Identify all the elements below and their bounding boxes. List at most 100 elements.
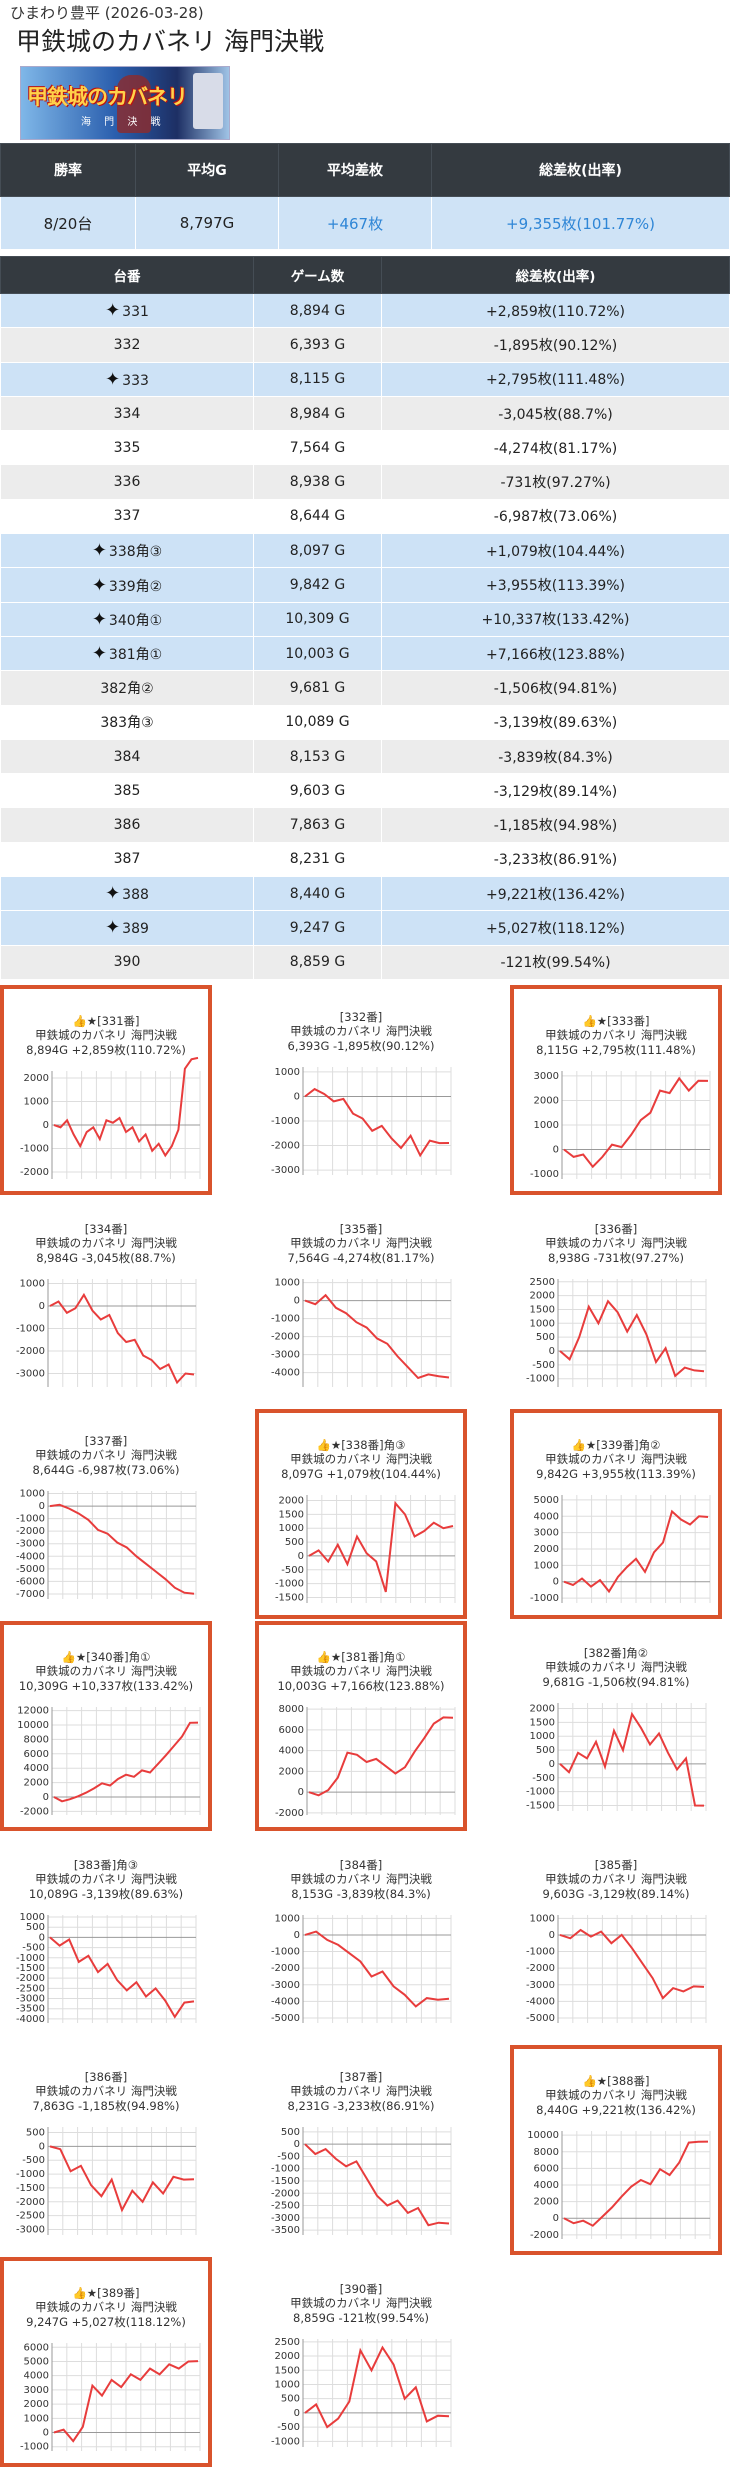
table-row: 383角③ 10,089 G -3,139枚(89.63%) — [0, 704, 730, 740]
unit-graph-card[interactable]: 👍★[389番] 甲鉄城のカバネリ 海門決戦 9,247G +5,027枚(118.… — [0, 2257, 212, 2467]
unit-number-cell: 337 — [0, 498, 254, 535]
y-tick-label: -3000 — [271, 2213, 300, 2224]
slump-graph: 1000 0 -1000 -2000 -3000 — [271, 1067, 452, 1176]
series-line — [49, 2145, 195, 2213]
summary-winrate: 8/20台 — [0, 196, 136, 250]
y-tick-label: 3000 — [534, 1071, 559, 1082]
graph-stats: 8,859G -121枚(99.54%) — [293, 2311, 429, 2325]
graph-machine-name: 甲鉄城のカバネリ 海門決戦 — [35, 2084, 177, 2098]
unit-diff-cell: -1,895枚(90.12%) — [381, 327, 730, 363]
graph-stats: 6,393G -1,895枚(90.12%) — [287, 1039, 435, 1053]
units-header-number: 台番 — [0, 256, 254, 294]
table-row: ✦ 333 8,115 G +2,795枚(111.48%) — [0, 361, 730, 397]
unit-diff-cell: -3,129枚(89.14%) — [381, 773, 730, 809]
graph-unit-label: [337番] — [84, 1434, 128, 1448]
y-tick-label: 0 — [294, 1091, 300, 1102]
unit-graph-card[interactable]: 👍★[381番]角① 甲鉄城のカバネリ 海門決戦 10,003G +7,166枚(1… — [255, 1621, 467, 1831]
graph-stats: 10,003G +7,166枚(123.88%) — [277, 1679, 445, 1693]
unit-number-cell: 332 — [0, 327, 254, 363]
y-tick-label: -500 — [277, 2422, 300, 2433]
unit-graph-card[interactable]: [384番] 甲鉄城のカバネリ 海門決戦 8,153G -3,839枚(84.3%)… — [255, 1833, 467, 2043]
unit-diff-cell: +5,027枚(118.12%) — [381, 910, 730, 946]
graph-machine-name: 甲鉄城のカバネリ 海門決戦 — [290, 1024, 432, 1038]
y-tick-label: 500 — [26, 1922, 45, 1933]
y-tick-label: -7000 — [16, 1589, 45, 1600]
series-line — [304, 1087, 450, 1158]
graph-stats: 10,089G -3,139枚(89.63%) — [28, 1887, 184, 1901]
y-tick-label: 500 — [536, 1332, 555, 1343]
unit-games-cell: 10,089 G — [253, 704, 382, 740]
unit-graph-card[interactable]: [383番]角③ 甲鉄城のカバネリ 海門決戦 10,089G -3,139枚(89.… — [0, 1833, 212, 2043]
unit-diff-cell: -3,139枚(89.63%) — [381, 704, 730, 740]
graph-machine-name: 甲鉄城のカバネリ 海門決戦 — [35, 1236, 177, 1250]
unit-graph-card[interactable]: [387番] 甲鉄城のカバネリ 海門決戦 8,231G -3,233枚(86.91%… — [255, 2045, 467, 2255]
unit-number-cell: ✦ 338角③ — [0, 533, 254, 569]
y-tick-label: -5000 — [16, 1564, 45, 1575]
unit-graph-card[interactable]: 👍★[333番] 甲鉄城のカバネリ 海門決戦 8,115G +2,795枚(111.… — [510, 985, 722, 1195]
summary-table: 勝率 平均G 平均差枚 総差枚(出率) 8/20台 8,797G +467枚 +… — [0, 143, 730, 250]
unit-graph-card[interactable]: [334番] 甲鉄城のカバネリ 海門決戦 8,984G -3,045枚(88.7%)… — [0, 1197, 212, 1407]
y-tick-label: -500 — [532, 1360, 555, 1371]
unit-graph-card[interactable]: 👍★[331番] 甲鉄城のカバネリ 海門決戦 8,894G +2,859枚(110.… — [0, 985, 212, 1195]
y-tick-label: 0 — [549, 1759, 555, 1770]
unit-diff-cell: -3,233枚(86.91%) — [381, 841, 730, 878]
machine-banner-image: 甲鉄城のカバネリ 海 門 決 戦 — [20, 66, 230, 140]
y-tick-label: 2000 — [275, 2351, 300, 2362]
y-tick-label: 1500 — [530, 1717, 555, 1728]
y-tick-label: 2000 — [530, 1704, 555, 1715]
unit-games-cell: 8,938 G — [253, 464, 382, 500]
table-row: 337 8,644 G -6,987枚(73.06%) — [0, 498, 730, 535]
y-tick-label: 2500 — [530, 1277, 555, 1288]
y-tick-label: -1000 — [275, 1579, 304, 1590]
unit-graph-card[interactable]: [332番] 甲鉄城のカバネリ 海門決戦 6,393G -1,895枚(90.12%… — [255, 985, 467, 1195]
unit-graph-card[interactable]: [382番]角② 甲鉄城のカバネリ 海門決戦 9,681G -1,506枚(94.8… — [510, 1621, 722, 1831]
y-tick-label: 0 — [549, 1930, 555, 1941]
graph-unit-label: 👍★[388番] — [582, 2074, 650, 2088]
summary-total-diff: +9,355枚(101.77%) — [431, 196, 730, 250]
unit-graph-card[interactable]: 👍★[340番]角① 甲鉄城のカバネリ 海門決戦 10,309G +10,337枚(… — [0, 1621, 212, 1831]
y-tick-label: -3000 — [16, 1539, 45, 1550]
unit-graph-card[interactable]: [336番] 甲鉄城のカバネリ 海門決戦 8,938G -731枚(97.27%) 2… — [510, 1197, 722, 1407]
y-tick-label: -1000 — [16, 1324, 45, 1335]
unit-diff-cell: +1,079枚(104.44%) — [381, 533, 730, 569]
y-tick-label: -1000 — [16, 2169, 45, 2180]
slump-graph: 12000 10000 8000 6000 4000 2000 0 -2000 — [17, 1706, 201, 1817]
unit-graph-card[interactable]: 👍★[388番] 甲鉄城のカバネリ 海門決戦 8,440G +9,221枚(136.… — [510, 2045, 722, 2255]
unit-graph-card[interactable]: [335番] 甲鉄城のカバネリ 海門決戦 7,564G -4,274枚(81.17%… — [255, 1197, 467, 1407]
unit-number: 386 — [113, 817, 141, 834]
y-tick-label: -1000 — [271, 2164, 300, 2175]
y-tick-label: 1000 — [275, 1067, 300, 1078]
y-tick-label: -1500 — [16, 1963, 45, 1974]
unit-graph-card[interactable]: 👍★[338番]角③ 甲鉄城のカバネリ 海門決戦 8,097G +1,079枚(10… — [255, 1409, 467, 1619]
y-tick-label: 1000 — [534, 1120, 559, 1131]
unit-games-cell: 6,393 G — [253, 327, 382, 363]
graph-stats: 8,894G +2,859枚(110.72%) — [26, 1043, 186, 1057]
series-line — [563, 1509, 709, 1594]
slump-graph: 2500 2000 1500 1000 500 0 -500 -1000 — [271, 2337, 452, 2447]
unit-number-cell: 390 — [0, 944, 254, 980]
summary-header-total-diff: 総差枚(出率) — [431, 143, 730, 197]
unit-graph-card[interactable]: [337番] 甲鉄城のカバネリ 海門決戦 8,644G -6,987枚(73.06%… — [0, 1409, 212, 1619]
unit-games-cell: 9,247 G — [253, 910, 382, 946]
y-tick-label: 4000 — [24, 1763, 49, 1774]
y-tick-label: 6000 — [24, 1749, 49, 1760]
graph-stats: 8,115G +2,795枚(111.48%) — [536, 1043, 696, 1057]
unit-graph-card[interactable]: [390番] 甲鉄城のカバネリ 海門決戦 8,859G -121枚(99.54%) 2… — [255, 2257, 467, 2467]
graph-machine-name: 甲鉄城のカバネリ 海門決戦 — [290, 1452, 432, 1466]
unit-graph-card[interactable]: [386番] 甲鉄城のカバネリ 海門決戦 7,863G -1,185枚(94.98%… — [0, 2045, 212, 2255]
y-tick-label: 1500 — [279, 1509, 304, 1520]
y-tick-label: 1000 — [20, 1279, 45, 1290]
graph-machine-name: 甲鉄城のカバネリ 海門決戦 — [545, 2088, 687, 2102]
unit-number: 337 — [113, 508, 141, 525]
unit-graph-card[interactable]: [385番] 甲鉄城のカバネリ 海門決戦 9,603G -3,129枚(89.14%… — [510, 1833, 722, 2043]
unit-graph-card[interactable]: 👍★[339番]角② 甲鉄城のカバネリ 海門決戦 9,842G +3,955枚(11… — [510, 1409, 722, 1619]
unit-games-cell: 7,863 G — [253, 807, 382, 843]
unit-number: 385 — [113, 782, 141, 799]
unit-number: 338角③ — [108, 544, 163, 561]
graph-unit-label: [336番] — [594, 1222, 638, 1236]
units-header-games: ゲーム数 — [253, 256, 382, 294]
unit-number-cell: ✦ 333 — [0, 361, 254, 397]
y-tick-label: -2000 — [16, 1973, 45, 1984]
y-tick-label: 1000 — [275, 1278, 300, 1289]
slump-graph: 2500 2000 1500 1000 500 0 -500 -1000 — [526, 1277, 707, 1387]
